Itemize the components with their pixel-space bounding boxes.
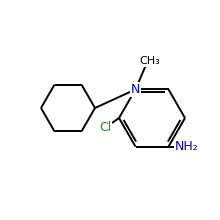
Text: NH₂: NH₂: [175, 140, 198, 153]
Text: CH₃: CH₃: [139, 56, 160, 66]
Text: Cl: Cl: [99, 121, 111, 134]
Text: N: N: [131, 83, 140, 96]
